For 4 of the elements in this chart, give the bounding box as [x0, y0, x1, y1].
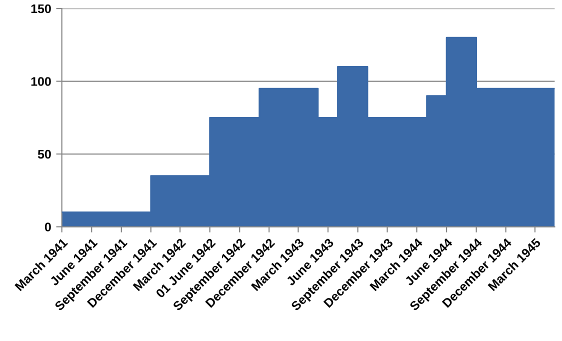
- y-tick-label: 150: [31, 4, 51, 14]
- y-tick-label: 100: [31, 77, 51, 86]
- y-tick-label: 0: [44, 222, 51, 232]
- y-tick-label: 50: [38, 150, 51, 159]
